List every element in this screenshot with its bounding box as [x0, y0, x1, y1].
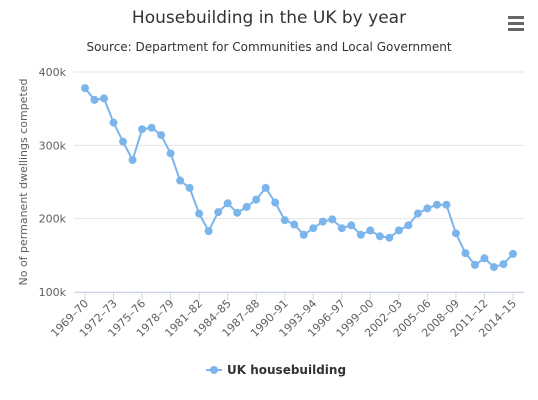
data-point	[195, 209, 204, 218]
data-point	[90, 95, 99, 104]
chart-subtitle: Source: Department for Communities and L…	[86, 40, 452, 54]
y-tick-label: 100k	[39, 286, 67, 299]
data-point	[375, 232, 384, 241]
legend-item-label: UK housebuilding	[227, 363, 346, 377]
data-point	[81, 84, 89, 93]
data-point	[242, 202, 251, 211]
data-point	[423, 204, 432, 213]
y-tick-label: 300k	[39, 139, 67, 152]
data-point	[119, 137, 128, 146]
data-point	[271, 198, 280, 207]
data-point	[480, 254, 489, 263]
data-point	[432, 200, 441, 209]
data-point	[214, 208, 223, 217]
chart-title: Housebuilding in the UK by year	[131, 8, 407, 28]
data-point	[337, 224, 346, 233]
data-point	[309, 224, 318, 233]
data-point	[176, 176, 185, 185]
data-point	[233, 208, 242, 217]
data-point	[509, 249, 517, 258]
y-axis-title: No of permanent dwellings competed	[17, 78, 30, 285]
data-point	[356, 230, 365, 239]
data-point	[318, 217, 327, 226]
data-point	[299, 230, 308, 239]
data-point	[128, 156, 137, 164]
y-tick-label: 400k	[39, 66, 67, 79]
data-point	[347, 221, 356, 230]
data-point	[470, 260, 479, 269]
data-point	[223, 199, 232, 208]
data-point	[157, 131, 166, 140]
data-point	[109, 118, 118, 127]
data-point	[290, 220, 299, 229]
data-point	[385, 233, 394, 242]
y-tick-label: 200k	[39, 213, 67, 226]
legend-marker-icon	[210, 366, 218, 374]
data-point	[100, 94, 109, 103]
data-point	[280, 216, 289, 225]
data-point	[394, 226, 403, 235]
data-point	[261, 183, 270, 192]
data-point	[413, 209, 422, 218]
context-menu-button[interactable]	[504, 12, 528, 34]
data-point	[404, 221, 413, 230]
data-point	[204, 227, 213, 236]
data-point	[328, 215, 337, 224]
series-line	[84, 87, 514, 269]
data-point	[489, 263, 498, 272]
data-point	[166, 149, 175, 158]
data-point	[138, 125, 147, 134]
data-point	[461, 249, 470, 258]
data-point	[366, 226, 375, 235]
data-point	[442, 200, 451, 209]
data-point	[499, 260, 508, 269]
data-point	[147, 123, 156, 132]
data-point	[451, 229, 460, 238]
data-point	[185, 183, 194, 192]
data-point	[252, 195, 261, 204]
